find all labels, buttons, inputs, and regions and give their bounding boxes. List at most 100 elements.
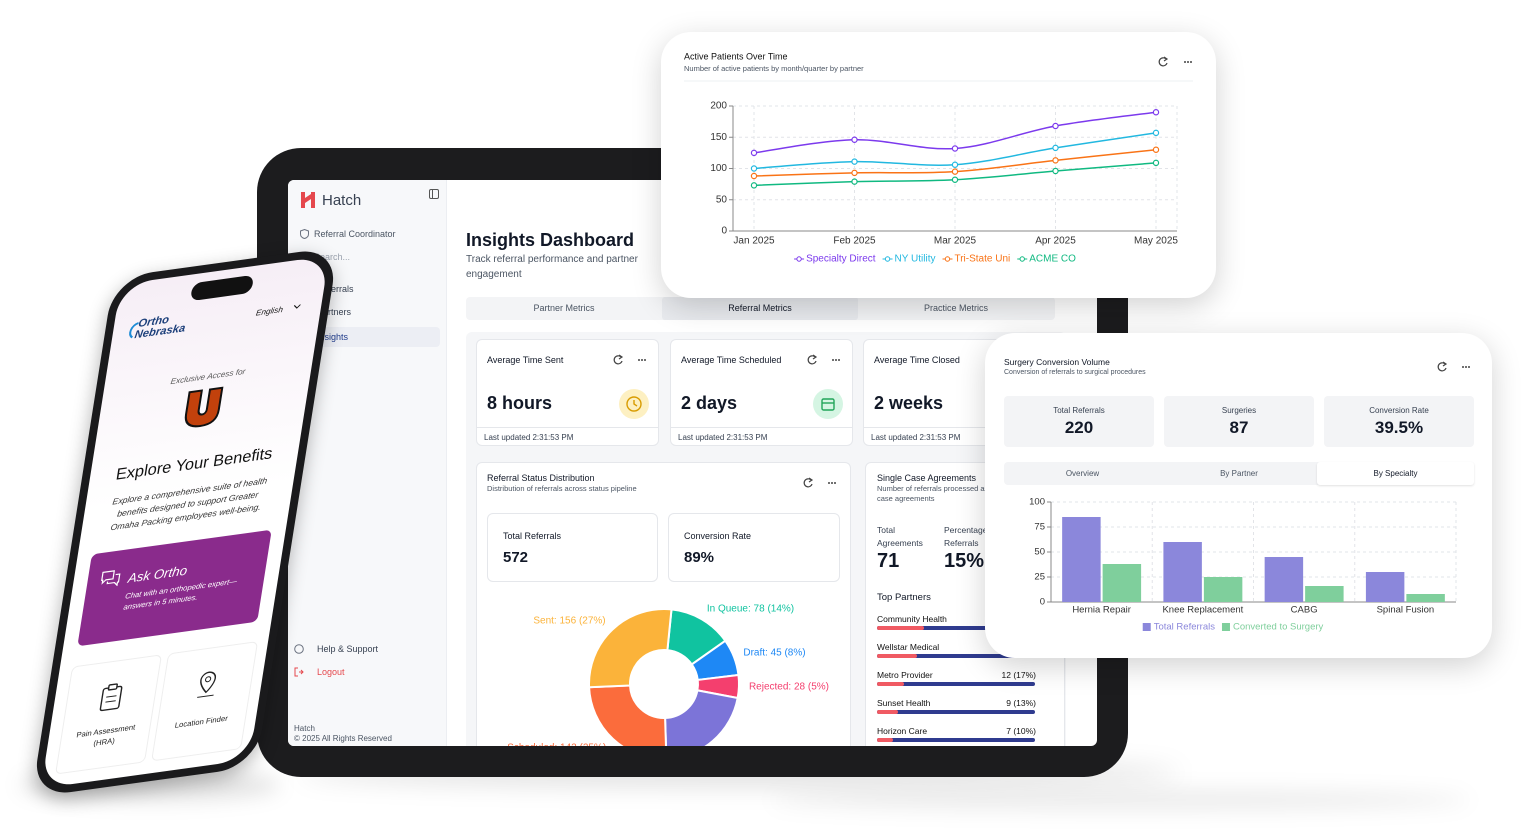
point [951,176,959,183]
language[interactable]: English [255,304,284,318]
stat-label: Total Agreements [877,525,923,548]
bar-chart-card: Surgery Conversion Volume Conversion of … [985,333,1492,658]
x-tick-label: Apr 2025 [1035,236,1076,247]
divider [671,427,852,428]
page-title: Insights Dashboard [466,230,635,250]
kpi-updated: Last updated 2:31:53 PM [871,433,961,442]
phone-screen: Ortho Nebraska English Exclusive Access … [40,255,330,789]
kpi-value: 8 hours [487,393,553,413]
point [851,169,858,177]
phone: Ortho Nebraska English Exclusive Access … [31,246,339,798]
legend: Total Referrals Converted to Surgery [1142,622,1324,633]
logout-icon [294,667,304,677]
donut-segment [588,608,673,689]
donut-segment [664,689,739,746]
bar [1365,572,1405,602]
point [1152,129,1160,137]
tab[interactable]: By Partner [1220,469,1258,478]
bar [1062,517,1101,602]
card-title: Single Case Agreements [877,473,977,483]
stat-label: Total Referrals [503,531,562,541]
y-tick-label: 100 [1029,497,1045,508]
bar [1203,577,1243,602]
chart-title: Surgery Conversion Volume [1004,357,1110,367]
tile[interactable]: Pain Assessment (HRA) [54,654,163,775]
stat-value: 220 [1064,418,1094,437]
line-chart: Active Patients Over Time Number of acti… [684,51,1193,265]
tab[interactable]: Overview [1065,469,1100,478]
donut-segment [588,684,667,746]
legend-swatch [796,256,802,262]
legend-label: Total Referrals [1154,622,1215,633]
tile-label: Pain Assessment (HRA) [75,722,137,748]
bar [1102,564,1142,602]
legend-label: Converted to Surgery [1233,622,1324,633]
point [1152,146,1160,153]
chevron [293,304,301,309]
tab[interactable]: Practice Metrics [923,303,988,313]
point [750,149,758,157]
kpi-label: Average Time Sent [487,355,564,365]
card-subtitle: Number of referrals processed as single … [877,484,1010,503]
tab[interactable]: Partner Metrics [533,303,595,313]
stat-box: Total Referrals 220 [1004,396,1154,447]
help[interactable]: Help & Support [317,644,379,654]
cta-card[interactable]: Ask Ortho Chat with an orthopedic expert… [77,529,272,647]
legend-swatch [1142,623,1151,631]
clipboard-icon [99,683,123,712]
y-tick-label: 100 [710,163,727,174]
kpi-label: Average Time Scheduled [681,355,782,365]
card-actions[interactable] [613,354,653,366]
bar [1406,594,1445,602]
stat-label: Surgeries [1221,406,1257,415]
point [951,161,959,168]
point [851,136,858,143]
stat-label: Total Referrals [1053,406,1105,415]
stat-value: 572 [503,549,529,566]
y-tick-label: 0 [721,226,727,237]
tab[interactable]: Referral Metrics [662,297,858,320]
point [851,158,858,165]
x-tick-label: CABG [1291,605,1318,616]
x-tick-label: Mar 2025 [934,236,977,247]
partner-value: 12 (17%) [1001,670,1037,680]
stat-box: Conversion Rate 39.5% [1324,396,1474,447]
nav-highlight [304,327,440,347]
partner-track [877,682,1035,686]
footer-brand: Hatch [294,724,315,733]
card-actions[interactable] [803,477,843,489]
y-tick-label: 75 [1034,522,1045,533]
point [1052,144,1059,152]
card-actions[interactable] [1437,361,1477,373]
cta-title: Ask Ortho [126,562,189,586]
nav-item[interactable]: Insights [317,332,349,342]
legend-label: NY Utility [895,254,936,265]
card-subtitle: Distribution of referrals across status … [487,484,637,493]
search[interactable]: Search... [314,252,351,262]
y-tick-label: 50 [1034,547,1045,558]
footer-copy: © 2025 All Rights Reserved [294,734,392,743]
partner-share [877,682,904,686]
line-chart-card: Active Patients Over Time Number of acti… [661,32,1216,298]
divider [864,427,1045,428]
bar [1305,586,1344,602]
x-tick-label: May 2025 [1134,236,1178,247]
stat-box: Surgeries 87 [1164,396,1314,447]
logout[interactable]: Logout [317,667,345,677]
partner-value: 9 (13%) [1006,698,1036,708]
nav-item[interactable]: Partners [317,307,352,317]
chart-subtitle: Number of active patients by month/quart… [684,64,864,73]
nav-item[interactable]: Referrals [317,284,354,294]
tab[interactable]: By Specialty [1317,462,1474,485]
stat-box: Conversion Rate 89% [668,513,840,582]
card-actions[interactable] [807,354,847,366]
partner-value: 7 (10%) [1006,726,1036,736]
location-icon [197,671,216,698]
collapse-icon[interactable] [429,189,439,199]
partner-name: Sunset Health [877,698,931,708]
card-actions[interactable] [1158,56,1192,67]
tile[interactable]: Location Finder [151,641,259,762]
kpi-updated: Last updated 2:31:53 PM [484,433,574,442]
page-subtitle: Track referral performance and partner e… [466,254,638,280]
brand: Hatch [322,192,362,209]
